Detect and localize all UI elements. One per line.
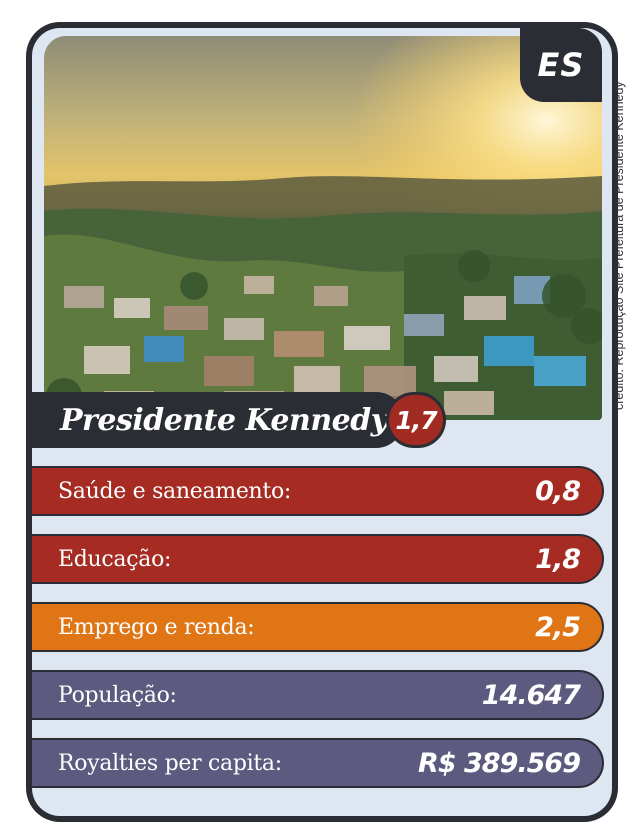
overall-score-badge: 1,7 xyxy=(386,392,446,448)
city-name: Presidente Kennedy xyxy=(60,402,388,438)
stat-label: Saúde e saneamento: xyxy=(58,478,292,504)
stat-row-educacao: Educação: 1,8 xyxy=(32,534,604,584)
stat-label: Emprego e renda: xyxy=(58,614,255,640)
stat-value: R$ 389.569 xyxy=(418,747,581,779)
stat-value: 0,8 xyxy=(535,475,581,507)
city-title-bar: Presidente Kennedy xyxy=(32,392,404,448)
stat-label: Royalties per capita: xyxy=(58,750,282,776)
landscape-illustration xyxy=(44,36,602,420)
stat-row-populacao: População: 14.647 xyxy=(32,670,604,720)
stat-value: 2,5 xyxy=(535,611,581,643)
stat-value: 1,8 xyxy=(535,543,581,575)
state-abbreviation: ES xyxy=(537,46,585,84)
stat-label: População: xyxy=(58,682,177,708)
stat-row-saude: Saúde e saneamento: 0,8 xyxy=(32,466,604,516)
photo-credit: crédito: Reprodução Site Prefeitura de P… xyxy=(612,81,626,410)
stat-label: Educação: xyxy=(58,546,172,572)
city-landscape-photo xyxy=(44,36,602,420)
stat-row-emprego: Emprego e renda: 2,5 xyxy=(32,602,604,652)
stat-row-royalties: Royalties per capita: R$ 389.569 xyxy=(32,738,604,788)
overall-score: 1,7 xyxy=(395,405,437,435)
stat-value: 14.647 xyxy=(481,679,581,711)
state-badge: ES xyxy=(520,28,602,102)
